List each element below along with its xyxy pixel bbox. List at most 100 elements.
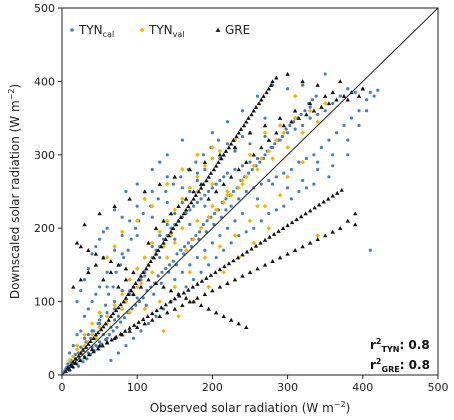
- data-point: [119, 320, 123, 324]
- data-point: [86, 341, 91, 346]
- data-point: [219, 156, 224, 161]
- data-point: [262, 237, 268, 242]
- data-point: [258, 240, 263, 245]
- data-point: [364, 109, 369, 113]
- data-point: [304, 186, 308, 190]
- data-point: [183, 247, 189, 253]
- data-point: [335, 190, 340, 195]
- data-point: [126, 248, 130, 252]
- data-point: [74, 343, 80, 348]
- data-point: [296, 115, 302, 120]
- data-point: [153, 251, 159, 256]
- data-point: [202, 163, 208, 169]
- data-point: [216, 159, 221, 164]
- data-point: [74, 240, 80, 245]
- data-point: [173, 211, 177, 216]
- data-point: [159, 305, 164, 310]
- data-point: [94, 292, 98, 296]
- data-point: [240, 211, 245, 216]
- data-point: [118, 302, 123, 307]
- data-point: [246, 115, 251, 120]
- data-point: [114, 270, 118, 274]
- data-point: [224, 197, 228, 201]
- data-point: [196, 189, 202, 194]
- data-point: [131, 336, 136, 340]
- data-point: [131, 322, 137, 327]
- data-point: [307, 108, 313, 114]
- data-point: [67, 366, 72, 371]
- data-point: [270, 79, 275, 84]
- data-point: [78, 277, 83, 282]
- data-point: [292, 115, 298, 121]
- data-point: [158, 233, 162, 238]
- legend-marker: [139, 27, 145, 33]
- data-point: [194, 233, 198, 238]
- data-point: [152, 292, 156, 296]
- data-point: [330, 90, 335, 95]
- data-point: [270, 259, 275, 263]
- data-point: [210, 156, 215, 161]
- data-point: [135, 325, 140, 330]
- data-point: [285, 223, 290, 228]
- data-point: [300, 79, 305, 84]
- data-point: [150, 215, 154, 219]
- data-point: [104, 338, 108, 342]
- data-point: [161, 328, 166, 334]
- x-axis-label: Observed solar radiation (W m−2): [150, 400, 351, 415]
- data-point: [180, 225, 185, 231]
- data-point: [98, 340, 102, 344]
- one-to-one-line: [61, 7, 439, 376]
- data-point: [299, 112, 303, 117]
- data-point: [330, 229, 335, 234]
- data-point: [78, 244, 83, 249]
- data-point: [262, 262, 268, 267]
- data-point: [236, 321, 241, 326]
- data-point: [261, 93, 266, 98]
- data-point: [267, 178, 271, 183]
- data-point: [202, 255, 208, 260]
- data-point: [316, 112, 320, 117]
- data-point: [163, 237, 168, 241]
- data-point: [258, 160, 262, 164]
- data-point: [186, 287, 191, 292]
- data-point: [95, 330, 101, 335]
- data-point: [161, 218, 166, 223]
- data-point: [105, 311, 109, 315]
- data-point: [134, 284, 140, 290]
- data-point: [206, 174, 211, 179]
- data-point: [232, 277, 238, 282]
- data-point: [244, 325, 249, 330]
- data-point: [251, 240, 257, 246]
- data-point: [292, 248, 298, 252]
- data-point: [213, 270, 218, 274]
- data-point: [327, 138, 331, 142]
- data-point: [105, 270, 109, 274]
- data-point: [240, 178, 245, 183]
- data-point: [314, 94, 318, 98]
- data-point: [323, 93, 328, 98]
- x-tick-label: 100: [127, 381, 148, 394]
- data-point: [181, 211, 187, 216]
- data-point: [192, 277, 196, 282]
- data-point: [83, 344, 89, 349]
- data-point: [182, 244, 187, 249]
- data-point: [188, 208, 192, 212]
- legend-item: GRE: [215, 23, 250, 37]
- data-point: [198, 225, 204, 231]
- data-point: [150, 189, 154, 194]
- data-point: [160, 270, 164, 274]
- data-point: [316, 202, 322, 207]
- data-point: [156, 248, 161, 252]
- data-point: [240, 181, 245, 187]
- data-point: [78, 350, 83, 355]
- data-point: [98, 327, 104, 332]
- data-point: [217, 152, 223, 157]
- data-point: [142, 196, 148, 202]
- data-point: [330, 193, 335, 198]
- data-point: [94, 244, 98, 249]
- data-point: [240, 252, 245, 257]
- data-point: [112, 203, 117, 208]
- data-point: [250, 167, 254, 172]
- data-point: [122, 316, 127, 320]
- data-point: [286, 186, 290, 190]
